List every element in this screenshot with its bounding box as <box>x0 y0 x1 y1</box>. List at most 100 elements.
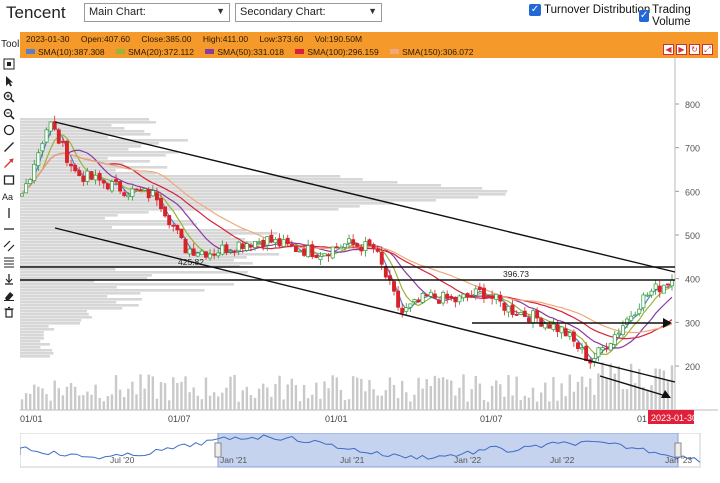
turnover-distribution-checkbox[interactable]: ✓ Turnover Distribution <box>529 4 650 16</box>
sma-10-legend: SMA(10):387.308 <box>26 47 105 57</box>
eraser-tool[interactable] <box>0 287 18 304</box>
volume-bar <box>376 395 379 410</box>
volume-profile-bar <box>20 256 247 259</box>
checkbox-checked-icon: ✓ <box>529 4 541 16</box>
parallel-channel-tool[interactable] <box>0 238 18 255</box>
cursor-icon <box>6 75 13 87</box>
navigator-left-handle[interactable] <box>214 442 222 458</box>
volume-bar <box>364 391 367 410</box>
candle-body <box>109 181 114 192</box>
arrow-right-icon <box>663 318 672 328</box>
candle-body <box>191 248 196 256</box>
candle-body <box>138 189 143 192</box>
circle-icon <box>3 125 15 136</box>
volume-bar <box>327 388 330 410</box>
candle-body <box>363 241 368 252</box>
scroll-left-button[interactable]: ◀ <box>663 44 674 55</box>
scroll-right-button[interactable]: ▶ <box>676 44 687 55</box>
candle-body <box>665 283 670 286</box>
candle-body <box>535 310 540 319</box>
volume-profile-bar <box>20 208 339 211</box>
select-tool[interactable] <box>0 56 18 73</box>
zoom-in-tool[interactable] <box>0 89 18 106</box>
text-tool[interactable]: Aa <box>0 188 18 205</box>
candle-body <box>600 347 605 351</box>
candle-body <box>338 246 343 250</box>
parallel-lines-icon <box>3 240 15 252</box>
candle-body <box>330 246 335 259</box>
candle-body <box>616 332 621 335</box>
line-icon <box>4 141 14 152</box>
navigator-right-handle[interactable] <box>674 442 682 458</box>
fullscreen-button[interactable]: ⤢ <box>702 44 713 55</box>
candle-body <box>81 175 86 182</box>
volume-bar <box>102 401 105 410</box>
candle-body <box>629 315 634 321</box>
price-chart[interactable]: 800 700 600 500 400 300 200 01/01 01/07 01/01 01/0… <box>20 58 718 430</box>
candle-body <box>228 250 233 253</box>
y-tick-label: 500 <box>685 231 700 241</box>
volume-bar <box>617 366 621 410</box>
volume-bar <box>212 392 216 410</box>
trading-volume-checkbox[interactable]: ✓ Trading Volume <box>639 4 720 28</box>
volume-bar <box>90 394 93 410</box>
navigator-chart[interactable]: Jul '20 Jan '21 Jul '21 Jan '22 Jul '22 Jan '… <box>20 433 720 478</box>
lower-channel-line <box>54 227 676 383</box>
volume-bar <box>429 385 433 410</box>
candle-body <box>175 225 180 231</box>
volume-bar <box>629 363 633 410</box>
sma-legend-row: SMA(10):387.308 SMA(20):372.112 SMA(50):… <box>26 46 482 57</box>
level-low-label: 396.73 <box>503 269 529 279</box>
zoom-out-tool[interactable] <box>0 106 18 123</box>
arrow-tool[interactable] <box>0 155 18 172</box>
volume-bar <box>184 376 187 410</box>
volume-bar <box>638 368 641 410</box>
y-tick-label: 400 <box>685 275 700 285</box>
volume-profile-bar <box>20 298 143 301</box>
volume-bar <box>28 393 32 410</box>
volume-profile-bar <box>20 175 341 178</box>
volume-bar <box>249 395 253 410</box>
volume-bar <box>20 399 24 410</box>
line-tool[interactable] <box>0 139 18 156</box>
volume-bar <box>646 389 649 410</box>
main-chart-select[interactable]: Main Chart: ▼ <box>84 3 230 22</box>
volume-profile-bar <box>20 193 506 196</box>
candle-body <box>347 238 351 244</box>
delete-tool[interactable] <box>0 304 18 321</box>
rectangle-tool[interactable] <box>0 172 18 189</box>
vertical-line-tool[interactable] <box>0 205 18 222</box>
volume-bar <box>196 395 199 410</box>
candle-body <box>461 293 466 299</box>
candle-body <box>167 215 172 226</box>
circle-tool[interactable] <box>0 122 18 139</box>
candle-body <box>85 170 90 182</box>
vertical-line-icon <box>8 207 10 218</box>
candle-body <box>126 194 131 198</box>
volume-profile-bar <box>20 259 234 262</box>
volume-bar <box>319 398 322 410</box>
y-tick-label: 300 <box>685 318 700 328</box>
reset-button[interactable]: ↻ <box>689 44 700 55</box>
volume-profile-bar <box>20 202 394 205</box>
candle-body <box>224 244 229 253</box>
volume-profile-bar <box>20 166 168 169</box>
volume-bar <box>135 394 138 410</box>
volume-bar <box>560 383 563 410</box>
volume-bar <box>503 396 506 410</box>
candle-body <box>257 241 262 243</box>
candle-body <box>506 305 511 313</box>
volume-bar <box>106 396 110 410</box>
zoom-out-icon <box>3 108 15 120</box>
fibonacci-tool[interactable] <box>0 254 18 271</box>
volume-profile-bar <box>20 319 82 322</box>
navigator-tick-label: Jan '23 <box>665 455 692 465</box>
horizontal-line-tool[interactable] <box>0 221 18 238</box>
anchor-tool[interactable] <box>0 271 18 288</box>
volume-bar <box>372 389 375 410</box>
volume-bar <box>147 374 150 410</box>
volume-bar <box>229 376 232 410</box>
pointer-tool[interactable] <box>0 73 18 90</box>
secondary-chart-select[interactable]: Secondary Chart: ▼ <box>235 3 382 22</box>
